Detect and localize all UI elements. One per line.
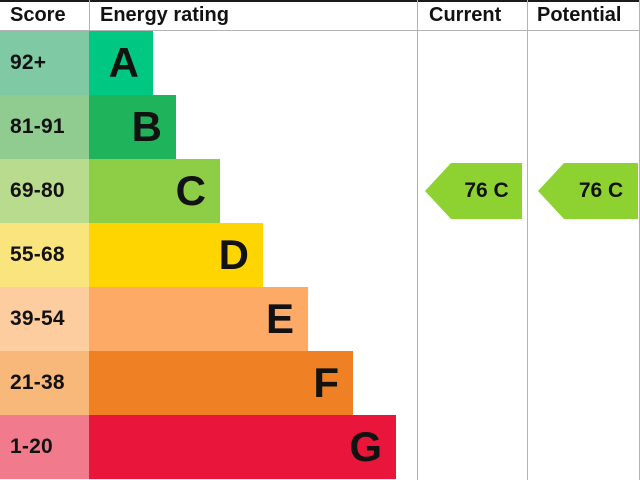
score-range-label: 69-80 — [0, 159, 89, 223]
column-header-current: Current — [429, 4, 502, 26]
potential-rating-value: 76 C — [578, 179, 624, 202]
top-border — [0, 0, 640, 2]
current-rating-value: 76 C — [464, 179, 509, 202]
band-c: C — [89, 159, 220, 223]
column-header-energy-rating: Energy rating — [100, 4, 229, 26]
score-range-label: 92+ — [0, 31, 89, 95]
epc-band-row-c: 69-80 C — [0, 159, 640, 223]
epc-band-row-f: 21-38 F — [0, 351, 640, 415]
score-range-label: 55-68 — [0, 223, 89, 287]
score-range-label: 39-54 — [0, 287, 89, 351]
epc-band-row-a: 92+ A — [0, 31, 640, 95]
band-e: E — [89, 287, 308, 351]
epc-band-row-d: 55-68 D — [0, 223, 640, 287]
band-g: G — [89, 415, 396, 479]
column-header-potential: Potential — [537, 4, 622, 26]
column-divider-current — [417, 0, 418, 480]
epc-band-row-e: 39-54 E — [0, 287, 640, 351]
epc-band-row-b: 81-91 B — [0, 95, 640, 159]
score-range-label: 81-91 — [0, 95, 89, 159]
band-b: B — [89, 95, 176, 159]
band-d: D — [89, 223, 263, 287]
column-header-score: Score — [10, 4, 66, 26]
header-divider-line — [0, 30, 640, 31]
band-f: F — [89, 351, 353, 415]
epc-band-row-g: 1-20 G — [0, 415, 640, 479]
score-range-label: 1-20 — [0, 415, 89, 479]
band-a: A — [89, 31, 153, 95]
score-range-label: 21-38 — [0, 351, 89, 415]
band-rows: 92+ A 81-91 B 69-80 C 55-68 D 39-54 E 21-38 F 1-20 G — [0, 31, 640, 479]
column-divider-potential — [527, 0, 528, 480]
column-divider-score — [89, 0, 90, 31]
